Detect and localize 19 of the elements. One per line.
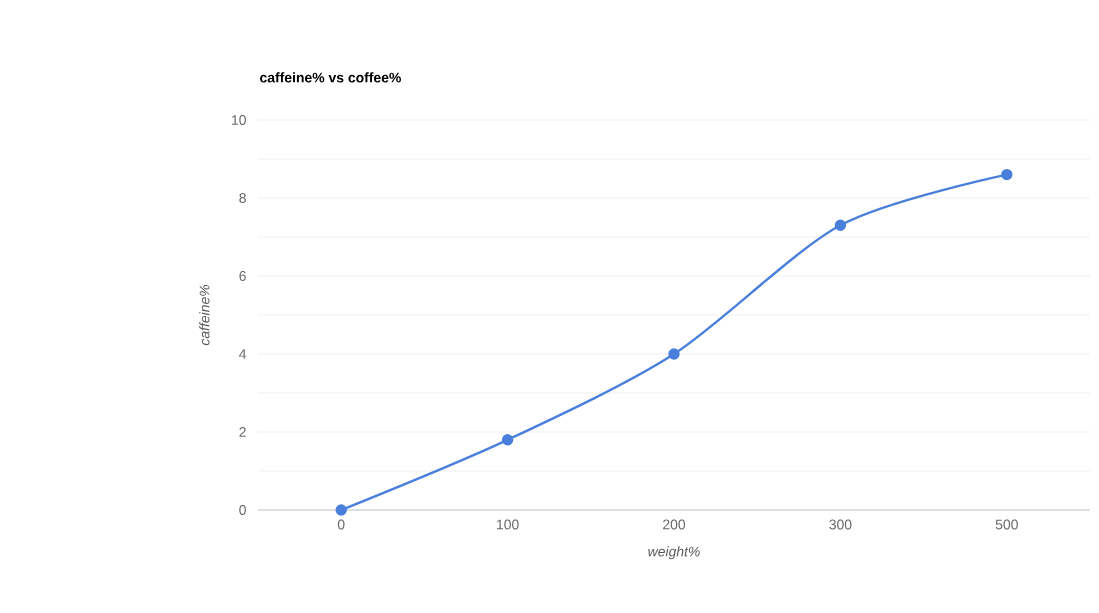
y-tick-label: 6 bbox=[239, 271, 246, 281]
x-tick-label: 500 bbox=[995, 519, 1018, 530]
y-tick-label: 8 bbox=[239, 193, 246, 203]
y-tick-label: 10 bbox=[232, 115, 246, 125]
point bbox=[501, 434, 514, 446]
y-axis-title: caffeine% bbox=[199, 284, 210, 346]
x-axis-title: weight% bbox=[648, 546, 700, 560]
point bbox=[668, 348, 680, 360]
point bbox=[1001, 168, 1013, 181]
x-tick-label: 100 bbox=[497, 519, 519, 530]
x-tick-label: 300 bbox=[829, 519, 852, 530]
y-tick-label: 4 bbox=[239, 349, 247, 359]
y-tick-label: 2 bbox=[239, 427, 246, 437]
point bbox=[335, 504, 347, 516]
y-tick-label: 0 bbox=[239, 505, 246, 515]
chart-title: caffeine% vs coffee% bbox=[260, 72, 401, 83]
point bbox=[834, 219, 847, 231]
x-tick-label: 200 bbox=[663, 519, 686, 530]
x-tick-label: 0 bbox=[337, 519, 345, 530]
